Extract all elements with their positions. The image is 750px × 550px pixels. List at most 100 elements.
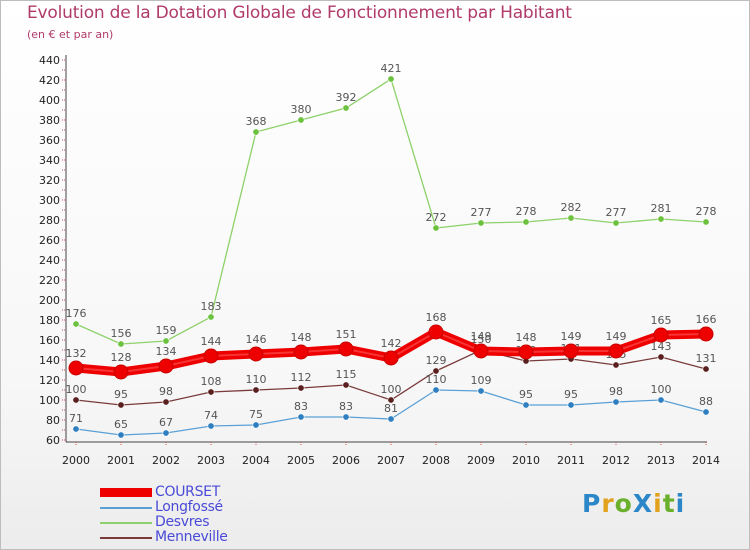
data-point-longfoss- <box>657 396 665 404</box>
data-point-menneville <box>612 361 620 369</box>
logo-letter: X <box>632 489 654 518</box>
proxiti-logo: ProXiti <box>582 489 685 518</box>
data-label-desvres: 272 <box>426 211 447 224</box>
data-label-longfoss-: 110 <box>426 373 447 386</box>
data-point-longfoss- <box>522 401 530 409</box>
data-label-desvres: 278 <box>696 205 717 218</box>
y-tick-label: 240 <box>39 254 60 267</box>
x-tick-label: 2000 <box>62 454 90 467</box>
legend-swatch-desvres <box>100 521 152 524</box>
series-longfoss-: 71 65 67 74 75 83 83 81 110 109 95 95 98 100 88 <box>69 373 713 439</box>
y-tick-label: 100 <box>39 394 60 407</box>
data-point-desvres <box>567 214 575 222</box>
series-layer: 176 156 159 183 368 380 392 421 272 277 278 282 277 2… <box>66 62 717 439</box>
data-label-desvres: 281 <box>651 202 672 215</box>
chart-subtitle: (en € et par an) <box>27 28 114 41</box>
data-label-courset: 132 <box>66 347 87 360</box>
y-tick-label: 340 <box>39 154 60 167</box>
data-label-courset: 149 <box>471 330 492 343</box>
data-label-longfoss-: 83 <box>294 400 308 413</box>
y-tick-label: 120 <box>39 374 60 387</box>
data-label-longfoss-: 65 <box>114 418 128 431</box>
data-label-menneville: 131 <box>696 352 717 365</box>
x-tick-label: 2007 <box>377 454 405 467</box>
data-point-desvres <box>432 224 440 232</box>
data-point-menneville <box>342 381 350 389</box>
data-point-courset <box>563 343 579 359</box>
data-point-menneville <box>72 396 80 404</box>
y-tick-label: 440 <box>39 54 60 67</box>
data-label-courset: 168 <box>426 311 447 324</box>
data-label-menneville: 110 <box>246 373 267 386</box>
data-point-menneville <box>162 398 170 406</box>
data-label-desvres: 156 <box>111 327 132 340</box>
data-point-courset <box>698 326 714 342</box>
x-tick-label: 2008 <box>422 454 450 467</box>
y-tick-label: 180 <box>39 314 60 327</box>
data-point-longfoss- <box>612 398 620 406</box>
data-point-courset <box>293 344 309 360</box>
data-point-desvres <box>72 320 80 328</box>
data-point-desvres <box>297 116 305 124</box>
data-label-desvres: 159 <box>156 324 177 337</box>
legend: COURSET Longfossé Desvres Menneville <box>100 485 228 545</box>
y-tick-label: 220 <box>39 274 60 287</box>
data-point-longfoss- <box>477 387 485 395</box>
data-point-longfoss- <box>567 401 575 409</box>
data-point-courset <box>518 344 534 360</box>
data-point-longfoss- <box>387 415 395 423</box>
data-label-menneville: 95 <box>114 388 128 401</box>
legend-item-menneville: Menneville <box>100 530 228 545</box>
data-point-longfoss- <box>72 425 80 433</box>
data-point-longfoss- <box>117 431 125 439</box>
data-point-desvres <box>522 218 530 226</box>
legend-label-desvres: Desvres <box>155 514 210 530</box>
data-label-desvres: 277 <box>471 206 492 219</box>
data-point-desvres <box>252 128 260 136</box>
data-point-courset <box>653 327 669 343</box>
y-tick-label: 300 <box>39 194 60 207</box>
data-label-longfoss-: 81 <box>384 402 398 415</box>
data-label-longfoss-: 67 <box>159 416 173 429</box>
data-label-courset: 144 <box>201 335 222 348</box>
y-tick-label: 160 <box>39 334 60 347</box>
x-tick-label: 2004 <box>242 454 270 467</box>
data-point-longfoss- <box>207 422 215 430</box>
data-point-courset <box>608 343 624 359</box>
data-label-courset: 149 <box>606 330 627 343</box>
data-point-longfoss- <box>432 386 440 394</box>
legend-label-longfoss-: Longfossé <box>155 499 223 515</box>
legend-swatch-longfoss- <box>100 506 152 509</box>
data-label-desvres: 368 <box>246 115 267 128</box>
data-label-menneville: 129 <box>426 354 447 367</box>
data-point-courset <box>113 364 129 380</box>
data-label-menneville: 112 <box>291 371 312 384</box>
y-tick-label: 400 <box>39 94 60 107</box>
data-label-desvres: 392 <box>336 91 357 104</box>
data-point-longfoss- <box>252 421 260 429</box>
data-label-menneville: 143 <box>651 340 672 353</box>
data-label-courset: 146 <box>246 333 267 346</box>
data-point-desvres <box>657 215 665 223</box>
data-label-longfoss-: 100 <box>651 383 672 396</box>
data-point-courset <box>248 346 264 362</box>
data-label-courset: 128 <box>111 351 132 364</box>
logo-letter: o <box>614 489 633 518</box>
x-tick-label: 2005 <box>287 454 315 467</box>
x-tick-label: 2010 <box>512 454 540 467</box>
data-label-desvres: 282 <box>561 201 582 214</box>
x-tick-label: 2013 <box>647 454 675 467</box>
x-tick-label: 2009 <box>467 454 495 467</box>
data-label-courset: 149 <box>561 330 582 343</box>
data-label-courset: 151 <box>336 328 357 341</box>
data-point-menneville <box>387 396 395 404</box>
data-point-courset <box>473 343 489 359</box>
data-point-courset <box>68 360 84 376</box>
data-point-menneville <box>432 367 440 375</box>
data-point-desvres <box>702 218 710 226</box>
y-tick-label: 380 <box>39 114 60 127</box>
data-point-menneville <box>297 384 305 392</box>
x-tick-label: 2014 <box>692 454 720 467</box>
data-label-courset: 148 <box>516 331 537 344</box>
data-point-desvres <box>477 219 485 227</box>
